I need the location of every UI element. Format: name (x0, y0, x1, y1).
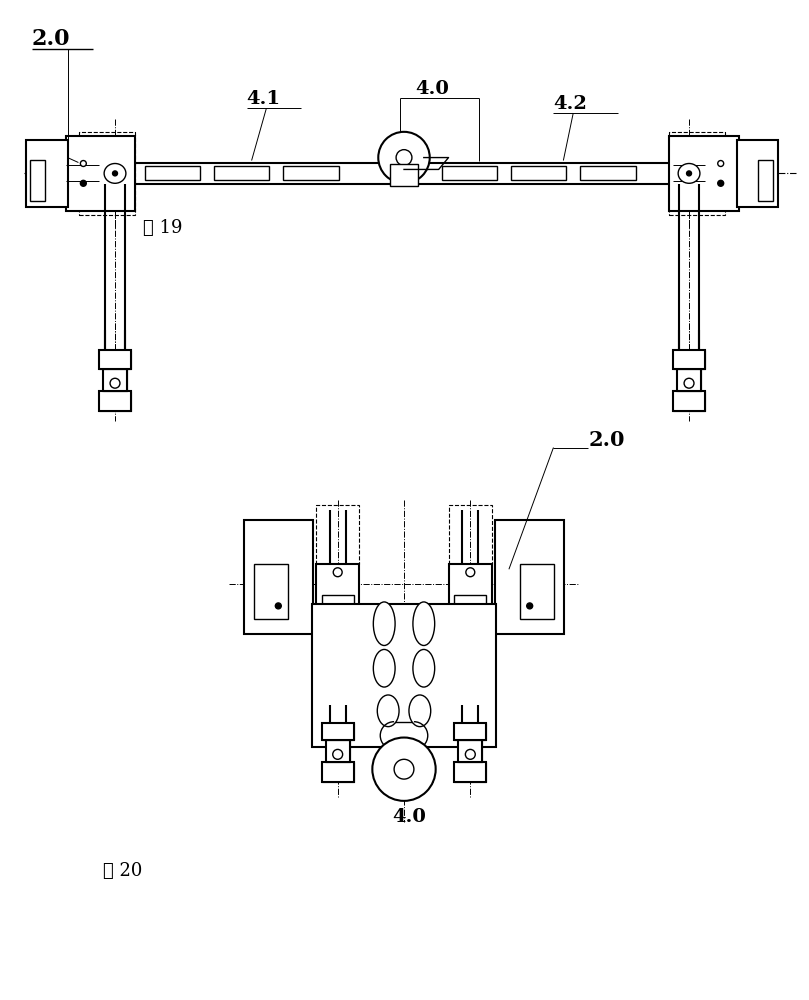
Circle shape (110, 378, 120, 388)
Bar (448, 564, 492, 619)
Bar (495, 520, 565, 634)
Circle shape (718, 161, 724, 166)
Bar (322, 595, 354, 611)
Bar (26, 140, 67, 207)
Bar (455, 595, 486, 611)
Bar (673, 161, 705, 186)
Text: 图 20: 图 20 (103, 862, 142, 880)
Bar (322, 762, 354, 782)
Bar (448, 505, 492, 564)
Bar (459, 740, 482, 762)
Ellipse shape (373, 649, 395, 687)
Bar (758, 160, 773, 201)
Bar (455, 762, 486, 782)
Bar (455, 723, 486, 740)
Bar (283, 166, 339, 180)
Ellipse shape (413, 649, 434, 687)
Bar (66, 136, 135, 211)
Circle shape (466, 568, 475, 577)
Bar (455, 723, 486, 740)
Bar (390, 164, 418, 186)
Bar (736, 140, 778, 207)
Circle shape (394, 759, 414, 779)
Ellipse shape (409, 695, 430, 727)
Circle shape (275, 603, 282, 609)
Circle shape (684, 378, 694, 388)
Bar (326, 740, 349, 762)
Bar (673, 350, 705, 369)
Bar (100, 391, 131, 411)
Bar (442, 166, 497, 180)
Text: 2.0: 2.0 (32, 28, 70, 50)
Bar (316, 505, 359, 564)
Bar (79, 132, 135, 215)
Circle shape (718, 180, 724, 186)
Circle shape (372, 738, 436, 801)
Ellipse shape (413, 602, 434, 645)
Bar (673, 350, 705, 369)
Bar (322, 723, 354, 740)
Bar (214, 166, 269, 180)
Text: 2.0: 2.0 (588, 430, 625, 450)
Bar (322, 723, 354, 740)
Circle shape (465, 749, 475, 759)
Bar (145, 166, 200, 180)
Circle shape (80, 161, 87, 166)
Text: 4.1: 4.1 (247, 90, 281, 108)
Circle shape (332, 749, 343, 759)
Bar (103, 369, 127, 391)
Text: 4.0: 4.0 (415, 80, 449, 98)
Bar (669, 136, 739, 211)
Bar (244, 520, 313, 634)
Circle shape (80, 180, 87, 186)
Bar (520, 564, 554, 619)
Bar (316, 564, 359, 619)
Bar (108, 163, 697, 184)
Bar (459, 740, 482, 762)
Bar (326, 740, 349, 762)
Ellipse shape (678, 164, 700, 183)
Bar (312, 604, 496, 747)
Circle shape (527, 603, 532, 609)
Circle shape (687, 171, 692, 176)
Text: 图 19: 图 19 (142, 219, 182, 237)
Bar (673, 391, 705, 411)
Text: 4.2: 4.2 (553, 95, 587, 113)
Bar (100, 391, 131, 411)
Bar (100, 161, 131, 186)
Circle shape (379, 132, 430, 183)
Bar (677, 369, 701, 391)
Bar (677, 369, 701, 391)
Circle shape (112, 171, 117, 176)
Ellipse shape (104, 164, 126, 183)
Circle shape (396, 150, 412, 165)
Bar (669, 132, 725, 215)
Ellipse shape (373, 602, 395, 645)
Bar (100, 350, 131, 369)
Bar (30, 160, 44, 201)
Text: 4.0: 4.0 (392, 808, 426, 826)
Bar (316, 611, 492, 629)
Bar (580, 166, 636, 180)
Bar (103, 369, 127, 391)
Circle shape (333, 568, 342, 577)
Bar (511, 166, 566, 180)
Bar (455, 762, 486, 782)
Bar (673, 391, 705, 411)
Bar (322, 762, 354, 782)
Ellipse shape (377, 695, 399, 727)
Bar (253, 564, 288, 619)
Bar (100, 350, 131, 369)
